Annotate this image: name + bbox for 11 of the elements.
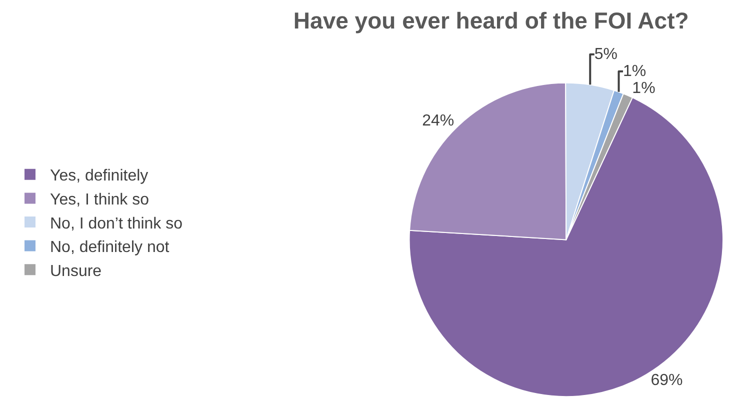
data-label: 1% bbox=[632, 80, 656, 97]
data-label: 69% bbox=[650, 372, 683, 390]
data-label: 5% bbox=[594, 46, 618, 63]
legend-label: Unsure bbox=[50, 262, 102, 280]
legend-label: Yes, definitely bbox=[50, 168, 148, 185]
legend-label: Yes, I think so bbox=[50, 191, 150, 208]
data-label: 24% bbox=[422, 112, 454, 130]
data-label: 1% bbox=[623, 62, 646, 80]
legend-label: No, definitely not bbox=[50, 239, 170, 256]
chart-title: Have you ever heard of the FOI Act? bbox=[293, 7, 689, 34]
legend-label: No, I don’t think so bbox=[50, 215, 183, 232]
